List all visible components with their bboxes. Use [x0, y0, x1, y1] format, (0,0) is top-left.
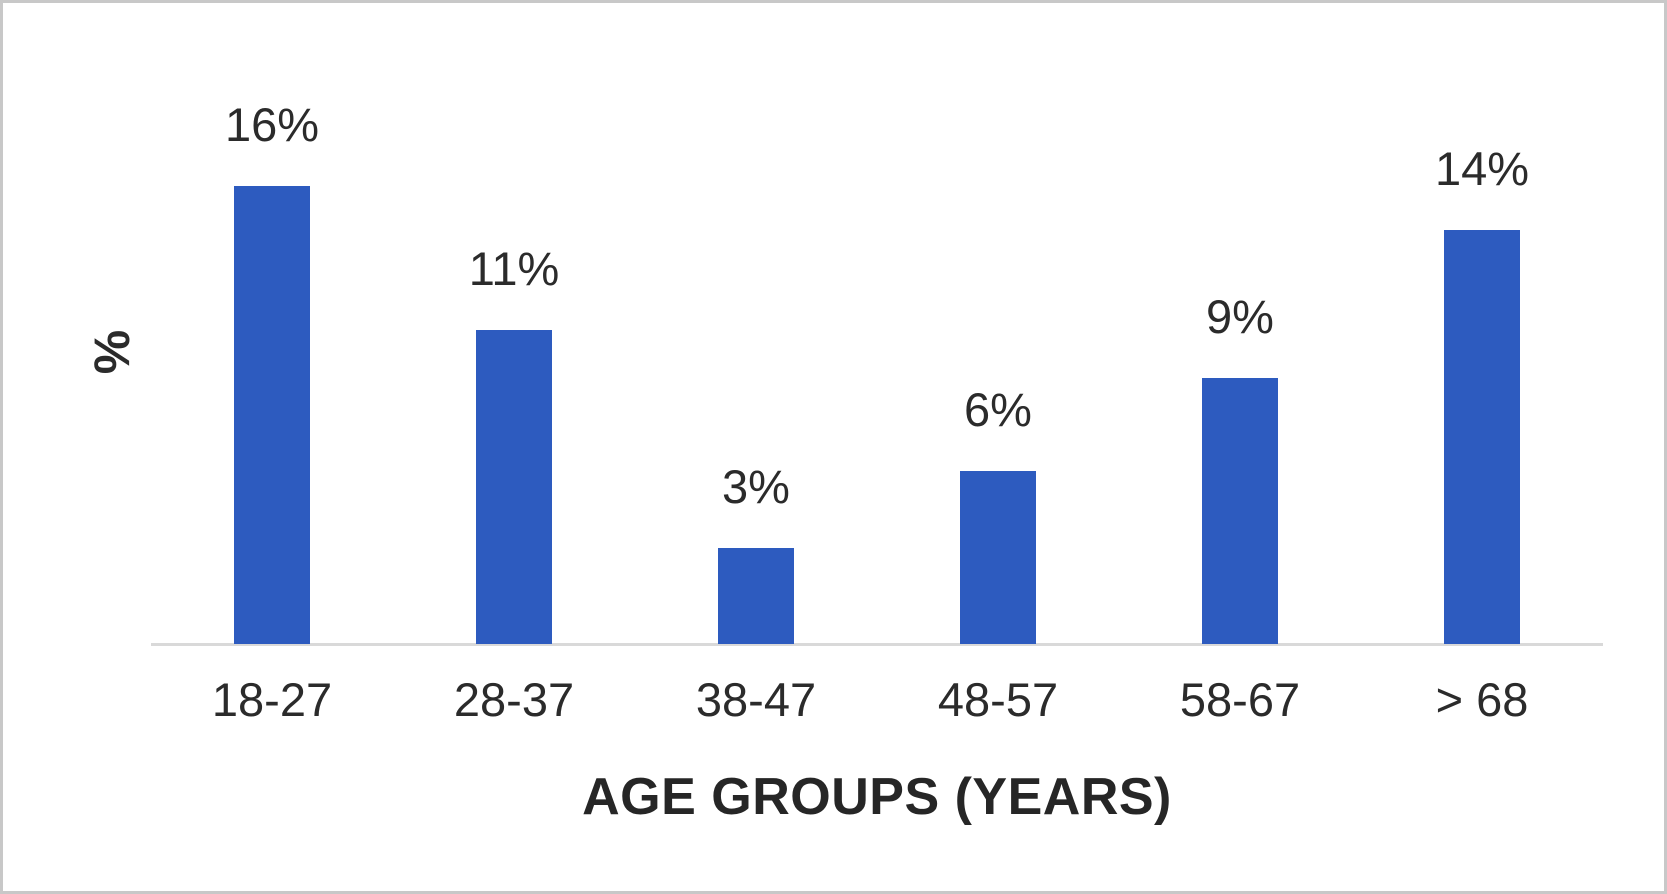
x-axis-line [151, 643, 1603, 646]
bar-value-label: 16% [224, 98, 320, 151]
bar-value-label: 3% [722, 460, 790, 513]
bar [476, 330, 552, 644]
x-axis-title: AGE GROUPS (YEARS) [582, 768, 1172, 826]
bar-value-label: 9% [1206, 290, 1274, 343]
x-tick-label: > 68 [1435, 673, 1529, 726]
bar [1202, 378, 1278, 644]
bar [718, 548, 794, 644]
bar-value-label: 6% [964, 383, 1032, 436]
bar [234, 186, 310, 644]
bar [960, 471, 1036, 644]
bar-value-label: 11% [468, 242, 560, 295]
x-tick-label: 48-57 [937, 673, 1059, 726]
bar-value-label: 14% [1434, 142, 1530, 195]
x-tick-label: 28-37 [453, 673, 575, 726]
plot-area: 16% 18-27 11% 28-37 3% 38-47 6% 48-57 9% 58-67 14%… [3, 3, 1664, 891]
x-tick-label: 38-47 [695, 673, 817, 726]
x-tick-label: 18-27 [211, 673, 333, 726]
x-tick-label: 58-67 [1179, 673, 1301, 726]
bar [1444, 230, 1520, 644]
